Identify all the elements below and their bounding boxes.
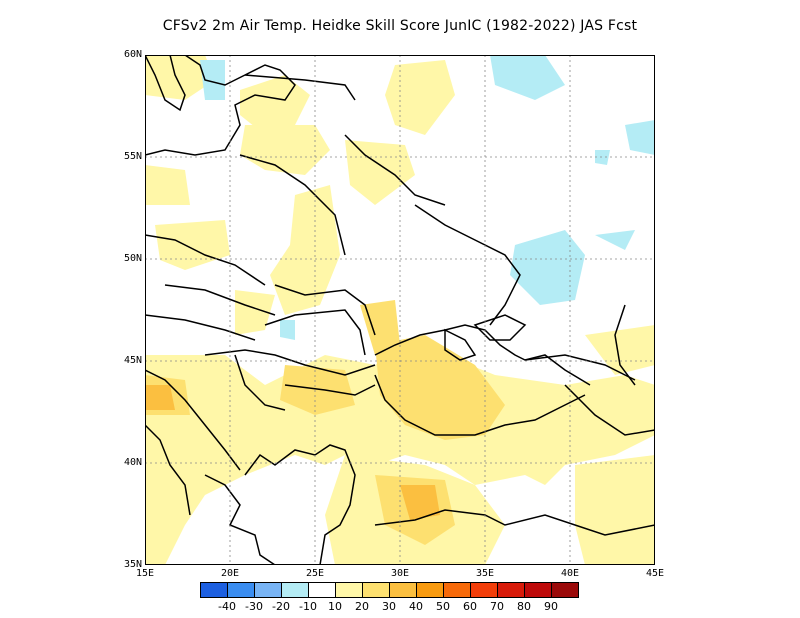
baltic-coast [145,55,296,156]
black-sea-south [374,374,586,436]
azov-sea [473,314,527,341]
x-tick-label: 15E [135,568,155,579]
x-tick-label: 30E [390,568,410,579]
yellow-region-nw [145,55,215,100]
mid-yellow-blacksea [375,335,505,440]
border-ukraine-south [274,284,376,336]
yellow-region-ukraine-w [345,140,415,205]
colorbar-swatch [470,582,498,598]
colorbar-label: 70 [490,600,504,613]
colorbar-label: 80 [517,600,531,613]
mid-yellow-romania [280,365,355,415]
colorbar-swatch [254,582,282,598]
aegean-coast [244,444,356,565]
y-tick-label: 50N [123,253,142,264]
orange-region-balkans [145,385,175,410]
map-title: CFSv2 2m Air Temp. Heidke Skill Score Ju… [162,18,638,34]
colorbar-swatch [335,582,363,598]
orange-region-turkey [400,485,440,520]
colorbar-swatch [416,582,444,598]
colorbar-label: -40 [218,600,236,613]
colorbar [200,582,579,598]
blue-region-nw [200,60,225,100]
blue-region-ne [595,150,610,165]
colorbar-swatch [551,582,579,598]
border-belarus-russia [344,134,446,206]
yellow-region-germany [155,220,230,270]
y-tick-label: 45N [123,355,142,366]
y-tick-label: 60N [123,49,142,60]
map-svg [145,55,655,565]
border-poland-belarus [239,154,346,256]
x-tick-label: 45E [645,568,665,579]
colorbar-label: 20 [355,600,369,613]
border-bulgaria [284,384,376,396]
border-turkey-east [564,384,655,436]
colorbar-swatch [200,582,228,598]
y-tick-label: 40N [123,457,142,468]
colorbar-swatch [227,582,255,598]
x-tick-label: 40E [560,568,580,579]
blue-region-east-mid [595,230,635,250]
blue-region-small [280,320,295,340]
colorbar-swatch [308,582,336,598]
scandinavia-coast [145,55,186,112]
colorbar-swatch [524,582,552,598]
x-tick-label: 35E [475,568,495,579]
colorbar-swatch [281,582,309,598]
border-ukraine-russia [414,204,521,326]
colorbar-label: 90 [544,600,558,613]
border-caucasus [524,354,636,381]
caspian-west [614,304,636,386]
border-balkans [204,349,376,376]
colorbar-label: 10 [328,600,342,613]
x-tick-label: 25E [305,568,325,579]
turkey-south [374,509,655,536]
yellow-region-caucasus [585,325,655,375]
x-tick-label: 20E [220,568,240,579]
mid-yellow-moldova [360,300,400,355]
coastlines-and-borders [145,55,655,565]
colorbar-label: -20 [272,600,290,613]
lat-lon-grid [145,55,655,565]
y-tick-label: 35N [123,559,142,570]
y-tick-label: 55N [123,151,142,162]
yellow-region-poland [145,165,190,205]
skill-score-map [145,55,655,565]
yellow-region-czech [235,290,275,335]
colorbar-label: -30 [245,600,263,613]
gulf-finland [244,74,356,101]
colorbar-swatch [497,582,525,598]
yellow-region-central [270,185,340,315]
border-austria [145,314,256,341]
border-czech [164,284,276,316]
border-serbia [234,354,286,411]
colorbar-label: 60 [463,600,477,613]
border-germany [145,234,266,286]
blue-region-north [490,55,565,100]
colorbar-swatch [362,582,390,598]
adriatic-coast [145,369,241,471]
border-romania [264,309,366,356]
colorbar-label: 50 [436,600,450,613]
yellow-region-belarus [240,125,330,175]
blue-region-east-n [625,120,655,155]
colorbar-label: -10 [299,600,317,613]
crimea [444,328,477,361]
italy-coast [145,424,191,516]
colorbar-label: 40 [409,600,423,613]
colorbar-swatch [389,582,417,598]
yellow-region-russia-n [385,60,455,135]
colorbar-swatch [443,582,471,598]
colorbar-label: 30 [382,600,396,613]
blue-region-volga [510,230,585,305]
yellow-region-east [575,455,655,565]
